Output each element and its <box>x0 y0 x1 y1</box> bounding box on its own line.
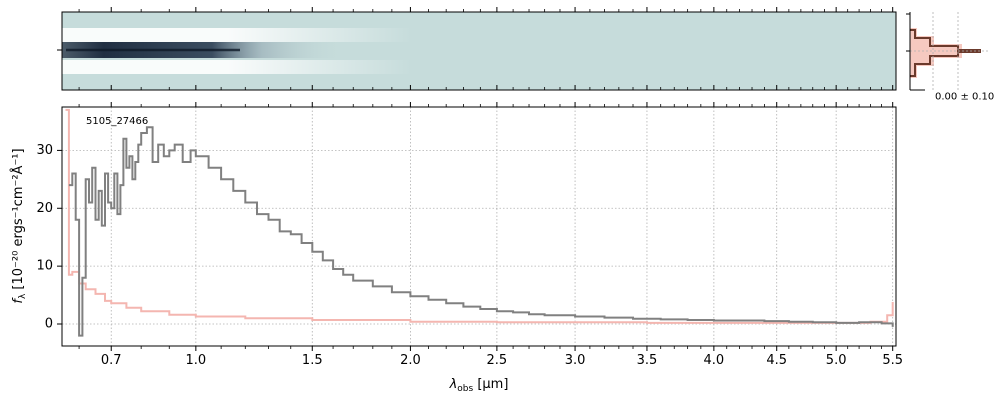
x-tick-label: 4.5 <box>766 353 787 368</box>
main-plot-area <box>62 107 896 346</box>
x-axis-label: λobs [μm] <box>449 377 509 394</box>
x-tick-label: 4.0 <box>704 353 725 368</box>
main-ticks: 0.7 1.0 1.5 2.0 2.5 3.0 3.5 4.0 4.5 5.0 5.5 0 10 20 30 <box>36 102 903 368</box>
main-spectrum-panel: 0.7 1.0 1.5 2.0 2.5 3.0 3.5 4.0 4.5 5.0 5.5 0 10 20 30… <box>10 102 903 394</box>
profile-annotation: 0.00 ± 0.10 <box>935 91 994 102</box>
twod-white-band-lower <box>62 60 896 74</box>
main-grid <box>62 107 896 346</box>
main-frame <box>61 106 897 347</box>
y-axis-label-main: f <box>11 297 26 304</box>
x-tick-label: 0.7 <box>101 353 122 368</box>
error-series-line <box>65 108 894 324</box>
y-tick-label: 30 <box>36 143 53 158</box>
flux-series-line <box>68 126 894 337</box>
x-tick-label: 1.5 <box>302 353 323 368</box>
y-axis-label: fλ [10⁻²⁰ ergs⁻¹cm⁻²Å⁻¹] <box>10 148 28 303</box>
y-tick-label: 20 <box>36 201 53 216</box>
x-tick-label: 3.5 <box>637 353 658 368</box>
y-tick-label: 10 <box>36 259 53 274</box>
x-tick-label: 2.5 <box>487 353 508 368</box>
x-axis-label-unit: [μm] <box>473 377 508 392</box>
object-label: 5105_27466 <box>86 116 148 127</box>
twod-white-band-upper <box>62 28 896 42</box>
twod-x-ticks <box>57 7 894 90</box>
x-axis-label-sub: obs <box>457 384 473 394</box>
x-tick-label: 5.0 <box>826 353 847 368</box>
x-tick-label: 1.0 <box>186 353 207 368</box>
profile-panel: 0.00 ± 0.10 <box>906 12 994 102</box>
twod-trace <box>62 42 896 58</box>
y-tick-label: 0 <box>45 317 53 332</box>
x-tick-label: 3.0 <box>565 353 586 368</box>
profile-fill <box>910 28 975 78</box>
x-axis-label-main: λ <box>449 377 458 392</box>
twod-spectrum-panel <box>57 7 897 91</box>
y-axis-label-sub: λ <box>18 293 28 299</box>
x-tick-label: 5.5 <box>882 353 903 368</box>
twod-frame <box>61 11 897 91</box>
x-tick-label: 2.0 <box>400 353 421 368</box>
y-axis-label-unit: [10⁻²⁰ ergs⁻¹cm⁻²Å⁻¹] <box>10 148 26 293</box>
